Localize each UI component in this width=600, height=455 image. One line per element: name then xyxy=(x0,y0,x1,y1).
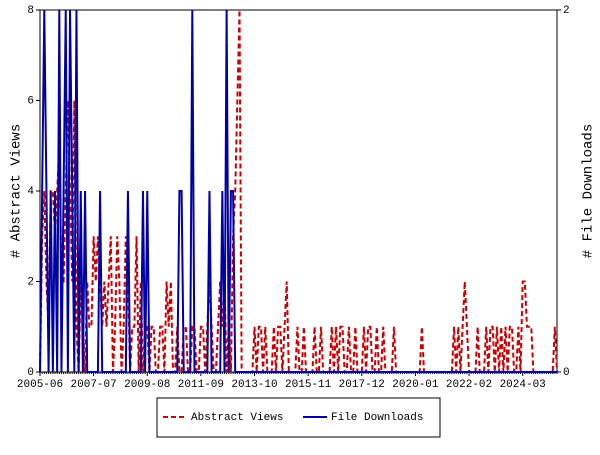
data-line xyxy=(39,9,557,373)
y2-tick-label: 2 xyxy=(563,5,570,17)
y-tick-label: 8 xyxy=(27,5,34,17)
y2-tick-label: 0 xyxy=(563,367,570,379)
y-tick-label: 2 xyxy=(27,276,34,288)
legend-label: Abstract Views xyxy=(191,412,283,424)
y-tick-label: 6 xyxy=(27,95,34,107)
plot-frame xyxy=(39,9,558,373)
legend-label: File Downloads xyxy=(331,412,423,424)
y-axis-label: # Abstract Views xyxy=(9,124,25,258)
y-tick-label: 0 xyxy=(27,367,34,379)
legend-box xyxy=(156,397,441,438)
x-tick-label: 2024-03 xyxy=(500,379,546,391)
x-tick-label: 2011-09 xyxy=(178,379,224,391)
y-tick-label: 4 xyxy=(27,186,34,198)
x-tick-label: 2007-07 xyxy=(71,379,117,391)
x-tick-label: 2005-06 xyxy=(17,379,63,391)
x-tick-label: 2022-02 xyxy=(446,379,492,391)
x-tick-label: 2009-08 xyxy=(124,379,170,391)
x-tick-label: 2013-10 xyxy=(231,379,277,391)
y2-axis-label: # File Downloads xyxy=(581,124,597,258)
x-tick-label: 2015-11 xyxy=(285,379,332,391)
x-tick-label: 2017-12 xyxy=(339,379,385,391)
x-tick-label: 2020-01 xyxy=(392,379,439,391)
